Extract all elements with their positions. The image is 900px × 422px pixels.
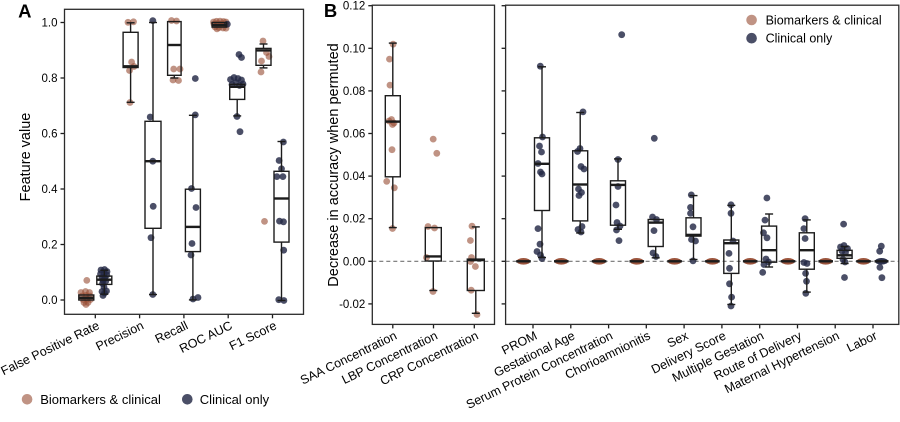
svg-text:0.4: 0.4: [42, 184, 59, 196]
svg-text:0.8: 0.8: [42, 73, 58, 85]
svg-text:0.04: 0.04: [343, 171, 366, 183]
svg-text:Biomarkers & clinical: Biomarkers & clinical: [40, 392, 161, 407]
svg-text:0.08: 0.08: [343, 86, 365, 98]
svg-text:-0.02: -0.02: [339, 299, 365, 311]
svg-text:0.0: 0.0: [42, 295, 58, 307]
svg-text:Decrease in accuracy when perm: Decrease in accuracy when permuted: [326, 43, 342, 286]
svg-text:1.0: 1.0: [42, 18, 58, 30]
svg-text:0.02: 0.02: [343, 214, 365, 226]
svg-text:Clinical only: Clinical only: [200, 392, 270, 407]
svg-text:0.00: 0.00: [343, 256, 365, 268]
svg-text:0.12: 0.12: [343, 1, 365, 13]
svg-text:Clinical only: Clinical only: [766, 32, 833, 46]
svg-text:0.6: 0.6: [42, 129, 58, 141]
svg-text:Feature value: Feature value: [18, 113, 34, 202]
svg-text:B: B: [324, 0, 337, 21]
svg-text:A: A: [18, 0, 31, 21]
svg-text:0.06: 0.06: [343, 129, 365, 141]
svg-text:Biomarkers & clinical: Biomarkers & clinical: [766, 14, 882, 28]
svg-text:0.2: 0.2: [42, 240, 58, 252]
svg-text:0.10: 0.10: [343, 43, 365, 55]
